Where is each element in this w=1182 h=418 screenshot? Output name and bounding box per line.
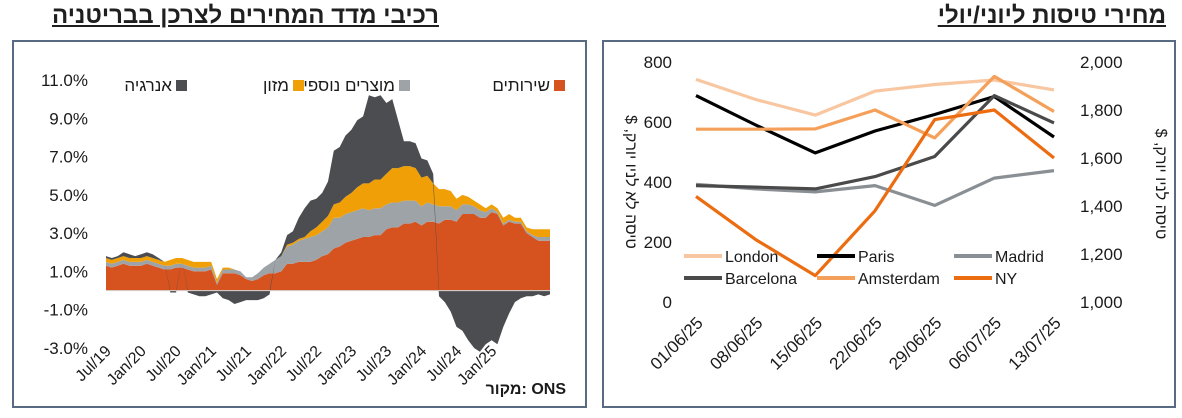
legend-label: שירותים [492,76,550,95]
flights-line-chart: 800 600 400 200 0 2,000 1,800 1,600 1,400 1,200 1,… [622,53,1170,374]
x-tick-label: 08/06/25 [706,313,766,373]
y2-tick-label: 1,000 [1080,293,1123,312]
legend-swatch [399,80,410,91]
line-series-4 [696,74,1055,140]
y-tick-label: 3.0% [49,224,88,243]
line-series-1 [695,94,1055,155]
y-tick-label: 600 [644,113,672,132]
y2-tick-label: 1,800 [1080,101,1123,120]
y-axis-title: טיסה לא לניו יורק, $ [622,115,640,249]
y-tick-label: 400 [644,173,672,192]
legend-label: NY [995,271,1018,288]
y-tick-label: 1.0% [49,262,88,281]
y-tick-label: 7.0% [49,148,88,167]
y2-tick-label: 1,600 [1080,149,1123,168]
x-tick-label: 22/06/25 [826,313,886,373]
legend-label: Barcelona [725,271,797,288]
x-tick-label: 13/07/25 [1005,313,1065,373]
legend-label: אנרגיה [124,76,172,95]
cpi-chart-frame: 11.0% 9.0% 7.0% 5.0% 3.0% 1.0% -1.0% -3.0% Jul/1… [12,40,587,408]
legend-label: Madrid [995,249,1044,266]
x-tick-label: 01/06/25 [647,313,707,373]
legend-label: מוצרים נוספים [292,76,395,95]
area-series-0 [106,212,550,291]
y-tick-label: -3.0% [44,339,88,358]
source-note: מקור: ONS [486,381,567,398]
y-tick-label: 800 [644,53,672,72]
x-tick-label: Jan/21 [174,343,220,389]
x-tick-label: 06/07/25 [945,313,1005,373]
y2-tick-label: 1,200 [1080,245,1123,264]
legend-swatch [176,80,187,91]
x-tick-label: 29/06/25 [885,313,945,373]
area-series-2 [106,166,550,283]
x-tick-label: Jan/23 [314,343,360,389]
cpi-stacked-area-chart: 11.0%9.0%7.0%5.0%3.0%1.0%-1.0%-3.0%Jul/1… [41,71,567,398]
y-tick-label: 0 [663,293,672,312]
line-series-3 [695,93,1055,191]
y2-tick-label: 2,000 [1080,53,1123,72]
y-tick-label: 9.0% [49,109,88,128]
y-tick-label: 11.0% [41,71,88,90]
legend-label: Amsterdam [858,271,940,288]
x-tick-label: Jan/22 [244,343,290,389]
y-tick-label: 5.0% [49,186,88,205]
legend-label: Paris [858,249,894,266]
y-tick-label: 200 [644,233,672,252]
legend-label: מזון [263,76,289,95]
line-series-2 [695,169,1055,207]
line-series-5 [695,108,1056,278]
line-series-0 [695,77,1055,117]
x-tick-label: Jan/24 [384,343,430,389]
y2-axis-title: טיסה לניו יורק, $ [1152,129,1170,240]
cpi-panel-title: רכיבי מדד המחירים לצרכן בבריטניה [52,2,439,29]
area-series-1 [106,200,550,285]
flights-panel-title: מחירי טיסות ליוני/יולי [937,2,1166,29]
y-tick-label: -1.0% [44,301,88,320]
x-tick-label: Jan/20 [104,343,150,389]
flights-chart-frame: 800 600 400 200 0 2,000 1,800 1,600 1,400 1,200 1,… [602,40,1176,408]
legend-label: London [725,249,778,266]
y2-tick-label: 1,400 [1080,197,1123,216]
x-tick-label: 15/06/25 [766,313,826,373]
legend-swatch [554,80,565,91]
legend-swatch [293,80,304,91]
